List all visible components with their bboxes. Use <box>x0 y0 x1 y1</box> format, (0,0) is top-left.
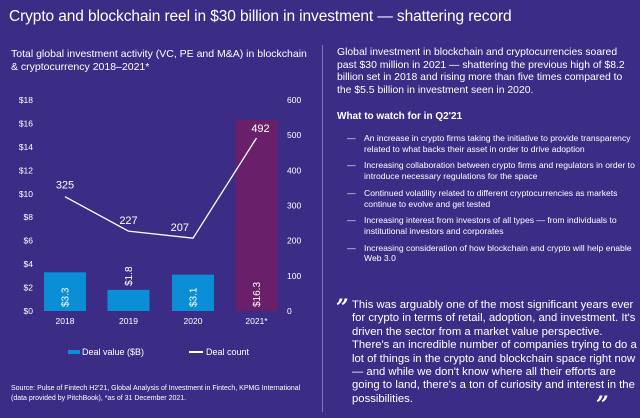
right-tick-label: 300 <box>287 201 301 211</box>
list-item-text: Increasing collaboration between crypto … <box>364 160 635 182</box>
right-tick-label: 200 <box>287 236 301 246</box>
list-item: — Increasing consideration of how blockch… <box>347 243 637 264</box>
deal-count-label: 492 <box>251 123 269 135</box>
deal-value-bars: $3.3 $1.8 $3.1 $16.3 <box>44 119 278 311</box>
left-tick-label: $4 <box>24 259 34 269</box>
left-tick-label: $2 <box>24 283 34 293</box>
bar-value-label: $3.3 <box>61 287 72 307</box>
dash-bullet: — <box>347 160 356 171</box>
watch-list: — An increase in crypto firms taking the … <box>347 133 637 270</box>
list-item-text: Increasing consideration of how blockcha… <box>364 242 632 264</box>
dash-bullet: — <box>347 215 356 226</box>
legend-deal-count: Deal count <box>189 347 249 357</box>
chart-title: Total global investment activity (VC, PE… <box>11 48 307 73</box>
right-tick-label: 0 <box>287 306 292 316</box>
dash-bullet: — <box>347 187 356 198</box>
deal-count-polyline <box>64 137 258 239</box>
left-axis: $0 $2 $4 $6 $8 $10 $12 $14 $16 $18 <box>19 95 33 316</box>
list-item-text: Continued volatility related to differen… <box>364 187 618 209</box>
legend-deal-value: Deal value ($B) <box>68 347 144 357</box>
list-item-text: Increasing interest from investors of al… <box>364 215 617 236</box>
left-tick-label: $0 <box>24 306 34 316</box>
dash-bullet: — <box>347 133 356 143</box>
list-item: — Increasing collaboration between crypto… <box>347 160 637 181</box>
legend-line-swatch <box>189 351 203 353</box>
list-item-text: An increase in crypto firms taking the i… <box>364 133 631 154</box>
bar-value-label: $16.3 <box>252 282 263 307</box>
bar-value-label: $1.8 <box>124 266 135 286</box>
bar-2020 <box>172 274 214 311</box>
x-axis: 2018 2019 2020 2021* <box>56 316 269 326</box>
combo-chart: $0 $2 $4 $6 $8 $10 $12 $14 $16 $18 0 100 200 300 400 5… <box>19 95 302 326</box>
x-tick-label: 2018 <box>56 316 75 326</box>
left-tick-label: $14 <box>19 142 33 152</box>
left-tick-label: $6 <box>24 236 34 246</box>
dash-bullet: — <box>347 242 356 253</box>
bar-2021 <box>235 119 278 311</box>
legend-label: Deal count <box>206 347 250 357</box>
bar-2019 <box>107 289 150 311</box>
page-title: Crypto and blockchain reel in $30 billio… <box>9 8 512 25</box>
left-tick-label: $8 <box>24 212 34 222</box>
list-item: — Increasing interest from investors of a… <box>347 215 637 236</box>
left-tick-label: $10 <box>19 189 33 199</box>
right-tick-label: 500 <box>287 130 301 140</box>
left-tick-label: $16 <box>19 118 33 128</box>
list-item: — An increase in crypto firms taking the … <box>347 133 637 154</box>
left-tick-label: $12 <box>19 165 33 175</box>
intro-paragraph: Global investment in blockchain and cryp… <box>337 47 625 96</box>
source-note: Source: Pulse of Fintech H2'21, Global A… <box>11 385 301 402</box>
x-tick-label: 2021* <box>245 316 268 326</box>
right-tick-label: 600 <box>287 95 301 105</box>
bar-value-label: $3.1 <box>189 287 200 307</box>
x-tick-label: 2019 <box>119 316 138 326</box>
legend-bar-swatch <box>68 350 80 354</box>
deal-count-label: 227 <box>119 215 137 227</box>
right-tick-label: 400 <box>287 165 301 175</box>
column-divider <box>322 45 323 412</box>
deal-count-label: 325 <box>56 180 74 192</box>
quote-text: This was arguably one of the most signif… <box>352 299 637 405</box>
right-tick-label: 100 <box>287 271 301 281</box>
x-tick-label: 2020 <box>184 316 203 326</box>
deal-count-label: 207 <box>171 222 189 234</box>
watch-heading: What to watch for in Q2'21 <box>337 111 463 122</box>
open-quote-icon: ” <box>336 295 349 321</box>
close-quote-icon: ” <box>596 392 609 418</box>
list-item: — Continued volatility related to differe… <box>347 188 637 209</box>
legend-label: Deal value ($B) <box>82 347 145 357</box>
left-tick-label: $18 <box>19 95 33 105</box>
deal-count-line: 325 227 207 492 <box>56 123 270 239</box>
right-axis: 0 100 200 300 400 500 600 <box>287 95 301 316</box>
bar-2018 <box>44 272 86 311</box>
